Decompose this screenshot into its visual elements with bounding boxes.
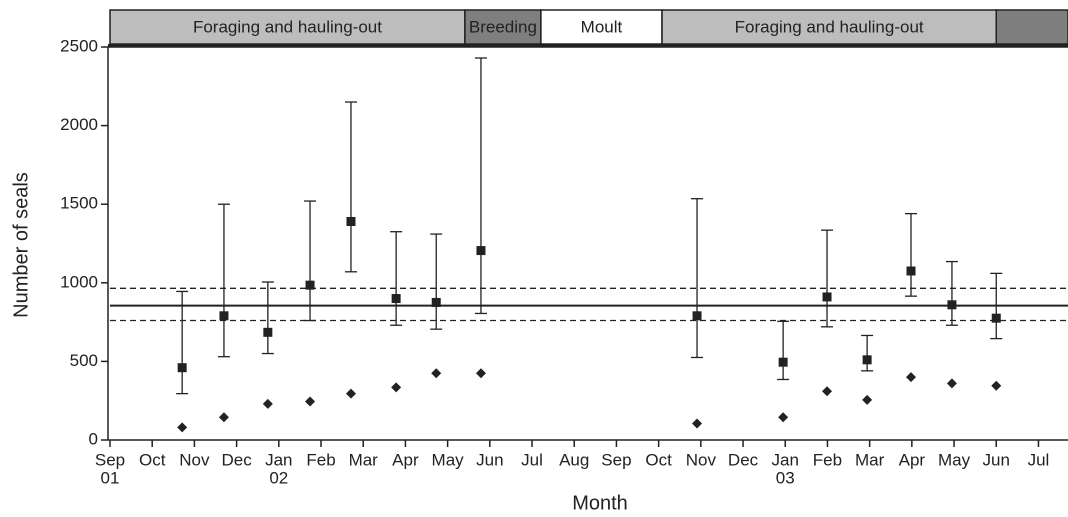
point (476, 246, 486, 256)
y-tick-label: 1000 (60, 272, 98, 291)
phase-band (464, 9, 542, 45)
x-tick-label: Oct (139, 450, 166, 469)
x-tick-label: Jan (772, 450, 799, 469)
point (218, 412, 229, 423)
year-label: 02 (269, 468, 288, 487)
y-tick-label: 2000 (60, 115, 98, 134)
x-tick-label: Jan (265, 450, 292, 469)
point (391, 382, 402, 393)
point (346, 216, 356, 226)
point (431, 297, 441, 307)
x-tick-label: Feb (306, 450, 335, 469)
y-tick-label: 2500 (60, 36, 98, 55)
point (946, 378, 957, 389)
year-label: 01 (101, 468, 120, 487)
phase-band (109, 9, 466, 45)
point (947, 300, 957, 310)
x-tick-label: May (432, 450, 465, 469)
x-tick-label: Nov (179, 450, 210, 469)
point (391, 294, 401, 304)
x-tick-label: Mar (349, 450, 379, 469)
point (263, 327, 273, 337)
x-tick-label: Aug (559, 450, 589, 469)
y-tick-label: 0 (89, 429, 98, 448)
y-axis-label: Number of seals (10, 172, 32, 318)
x-tick-label: May (938, 450, 971, 469)
x-tick-label: Jul (521, 450, 543, 469)
point (219, 311, 229, 321)
point (475, 368, 486, 379)
x-tick-label: Oct (645, 450, 672, 469)
phase-band (995, 9, 1068, 45)
point (262, 398, 273, 409)
point (177, 363, 187, 373)
point (305, 396, 316, 407)
x-tick-label: Jul (1028, 450, 1050, 469)
point (906, 266, 916, 276)
y-tick-label: 1500 (60, 194, 98, 213)
x-tick-label: Dec (728, 450, 759, 469)
x-tick-label: Dec (221, 450, 252, 469)
x-tick-label: Nov (686, 450, 717, 469)
point (822, 292, 832, 302)
point (305, 280, 315, 290)
x-tick-label: Sep (95, 450, 125, 469)
point (431, 368, 442, 379)
x-tick-label: Mar (855, 450, 885, 469)
point (991, 380, 1002, 391)
point (991, 313, 1001, 323)
phase-label: Foraging and hauling-out (735, 17, 924, 36)
point (692, 311, 702, 321)
phase-label: Moult (581, 17, 623, 36)
point (906, 372, 917, 383)
x-axis-label: Month (572, 492, 628, 514)
point (822, 386, 833, 397)
phase-label: Breeding (469, 17, 537, 36)
point (345, 388, 356, 399)
x-tick-label: Sep (601, 450, 631, 469)
phase-label: Foraging and hauling-out (193, 17, 382, 36)
point (778, 412, 789, 423)
x-tick-label: Apr (392, 450, 419, 469)
y-tick-label: 500 (70, 351, 98, 370)
x-tick-label: Jun (476, 450, 503, 469)
x-tick-label: Feb (813, 450, 842, 469)
point (862, 355, 872, 365)
point (692, 418, 703, 429)
point (862, 394, 873, 405)
point (778, 357, 788, 367)
x-tick-label: Apr (899, 450, 926, 469)
x-tick-label: Jun (983, 450, 1010, 469)
year-label: 03 (776, 468, 795, 487)
point (177, 422, 188, 433)
